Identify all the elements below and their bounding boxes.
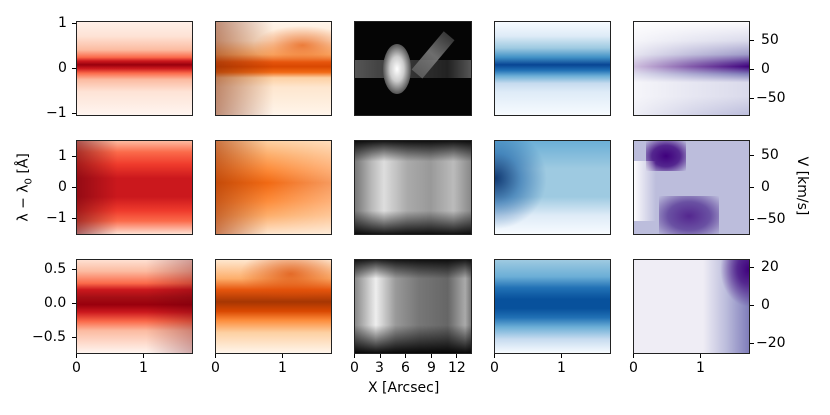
panel-r3-oranges bbox=[215, 259, 332, 354]
xtick-c1-1: 1 bbox=[139, 360, 148, 376]
panel-r2-purples bbox=[633, 140, 750, 235]
xtick-c3-12: 12 bbox=[448, 360, 466, 376]
rtick-r2-m50: −50 bbox=[756, 211, 786, 227]
ytick-r3-00: 0.0 bbox=[44, 295, 67, 311]
rtick-r1-m50: −50 bbox=[756, 90, 786, 106]
ytick-r1-m1: −1 bbox=[46, 105, 67, 121]
panel-r2-oranges bbox=[215, 140, 332, 235]
ytick-r2-m1: −1 bbox=[46, 210, 67, 226]
panel-r3-greys bbox=[354, 259, 472, 354]
panel-r1-greys bbox=[354, 21, 472, 116]
xtick-c4-0: 0 bbox=[490, 360, 499, 376]
rtick-r3-20: 20 bbox=[761, 259, 779, 275]
ytick-r2-1: 1 bbox=[58, 148, 67, 164]
rtick-r3-0: 0 bbox=[761, 297, 770, 313]
panel-r3-reds bbox=[76, 259, 193, 354]
ytick-r2-0: 0 bbox=[58, 179, 67, 195]
xtick-c5-1: 1 bbox=[696, 360, 705, 376]
rtick-r1-0: 0 bbox=[761, 61, 770, 77]
xtick-c5-0: 0 bbox=[629, 360, 638, 376]
panel-r1-reds bbox=[76, 21, 193, 116]
xlabel: X [Arcsec] bbox=[368, 380, 440, 396]
panel-r1-purples bbox=[633, 21, 750, 116]
rtick-r1-50: 50 bbox=[761, 32, 779, 48]
panel-r2-reds bbox=[76, 140, 193, 235]
panel-r2-greys bbox=[354, 140, 472, 235]
panel-r1-blues bbox=[494, 21, 611, 116]
panel-r3-blues bbox=[494, 259, 611, 354]
ytick-r3-m05: −0.5 bbox=[32, 329, 66, 345]
xtick-c2-0: 0 bbox=[211, 360, 220, 376]
xtick-c4-1: 1 bbox=[557, 360, 566, 376]
xtick-c1-0: 0 bbox=[72, 360, 81, 376]
xtick-c3-6: 6 bbox=[401, 360, 410, 376]
rtick-r3-m20: −20 bbox=[756, 335, 786, 351]
rtick-r2-0: 0 bbox=[761, 179, 770, 195]
xtick-c3-0: 0 bbox=[350, 360, 359, 376]
rtick-r2-50: 50 bbox=[761, 147, 779, 163]
panel-r2-blues bbox=[494, 140, 611, 235]
ylabel-left: λ − λ0 [Å] bbox=[15, 153, 35, 222]
panel-r3-purples bbox=[633, 259, 750, 354]
panel-r1-oranges bbox=[215, 21, 332, 116]
xtick-c2-1: 1 bbox=[278, 360, 287, 376]
ytick-r3-05: 0.5 bbox=[44, 261, 67, 277]
xtick-c3-9: 9 bbox=[427, 360, 436, 376]
ytick-r1-0: 0 bbox=[58, 60, 67, 76]
ytick-r1-1: 1 bbox=[58, 15, 67, 31]
ylabel-right: V [km/s] bbox=[794, 156, 810, 216]
xtick-c3-3: 3 bbox=[375, 360, 384, 376]
